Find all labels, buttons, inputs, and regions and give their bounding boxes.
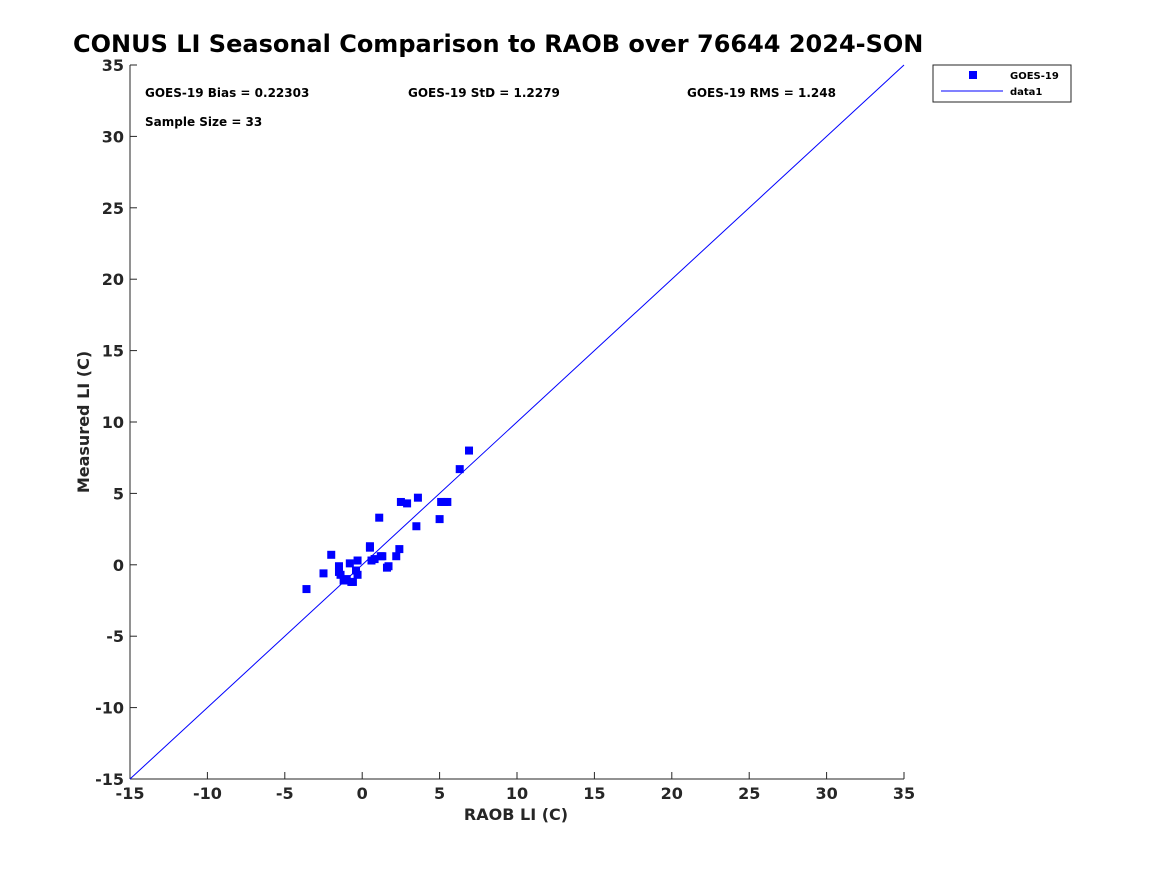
y-tick-label: -15	[95, 770, 124, 789]
plot-area: -15 -10 -5 0 5 10 15 20 25 30 35 -15 -10 -5 0 5 10 15 20 2…	[95, 56, 915, 803]
data-point	[342, 575, 351, 584]
sample-size-annotation: Sample Size = 33	[145, 115, 262, 129]
y-tick-label: 30	[102, 127, 124, 146]
series-data1	[129, 64, 905, 780]
data-point	[353, 556, 362, 565]
data-point	[348, 577, 357, 586]
y-tick-label: 15	[102, 342, 124, 361]
x-tick-label: -15	[116, 784, 145, 803]
chart-title: CONUS LI Seasonal Comparison to RAOB ove…	[73, 30, 923, 58]
data-point	[435, 515, 444, 524]
data-point	[319, 569, 328, 578]
x-tick-label: 30	[815, 784, 837, 803]
legend-label-data1: data1	[1010, 87, 1042, 98]
y-tick-label: 0	[113, 556, 124, 575]
y-tick-label: 5	[113, 484, 124, 503]
x-tick-label: 25	[738, 784, 760, 803]
data-point	[352, 566, 361, 575]
data-point	[395, 545, 404, 554]
y-tick-label: -5	[106, 627, 124, 646]
x-ticks: -15 -10 -5 0 5 10 15 20 25 30 35	[116, 772, 915, 803]
data-point	[334, 562, 343, 571]
data-point	[327, 550, 336, 559]
x-tick-label: 15	[583, 784, 605, 803]
data-point	[336, 570, 345, 579]
y-tick-label: -10	[95, 699, 124, 718]
x-tick-label: 20	[661, 784, 683, 803]
y-ticks: -15 -10 -5 0 5 10 15 20 25 30 35	[95, 56, 137, 789]
legend: GOES-19 data1	[932, 64, 1072, 103]
std-annotation: GOES-19 StD = 1.2279	[408, 86, 560, 100]
data-point	[443, 497, 452, 506]
data-point	[345, 559, 354, 568]
series-line-data1	[129, 64, 905, 780]
data-point	[403, 499, 412, 508]
x-axis-label: RAOB LI (C)	[464, 805, 568, 824]
data-point	[455, 465, 464, 474]
legend-box	[932, 64, 1072, 103]
data-point	[412, 522, 421, 531]
legend-label-goes-19: GOES-19	[1010, 71, 1059, 82]
data-point	[465, 446, 474, 455]
data-point	[378, 552, 387, 561]
data-point	[384, 562, 393, 571]
data-point	[413, 493, 422, 502]
data-point	[353, 570, 362, 579]
data-point	[396, 497, 405, 506]
data-point	[365, 542, 374, 551]
x-tick-label: 0	[357, 784, 368, 803]
data-point	[370, 555, 379, 564]
rms-annotation: GOES-19 RMS = 1.248	[687, 86, 836, 100]
y-tick-label: 10	[102, 413, 124, 432]
y-tick-label: 35	[102, 56, 124, 75]
x-tick-label: 5	[434, 784, 445, 803]
legend-marker-goes-19	[969, 71, 977, 79]
data-point	[375, 513, 384, 522]
y-tick-label: 25	[102, 199, 124, 218]
series-goes-19	[302, 446, 474, 594]
x-tick-label: -10	[193, 784, 222, 803]
bias-annotation: GOES-19 Bias = 0.22303	[145, 86, 309, 100]
x-tick-label: 10	[506, 784, 528, 803]
data-point	[392, 552, 401, 561]
x-tick-label: 35	[893, 784, 915, 803]
x-tick-label: -5	[276, 784, 294, 803]
data-point	[302, 585, 311, 594]
y-axis-label: Measured LI (C)	[74, 351, 93, 493]
y-tick-label: 20	[102, 270, 124, 289]
